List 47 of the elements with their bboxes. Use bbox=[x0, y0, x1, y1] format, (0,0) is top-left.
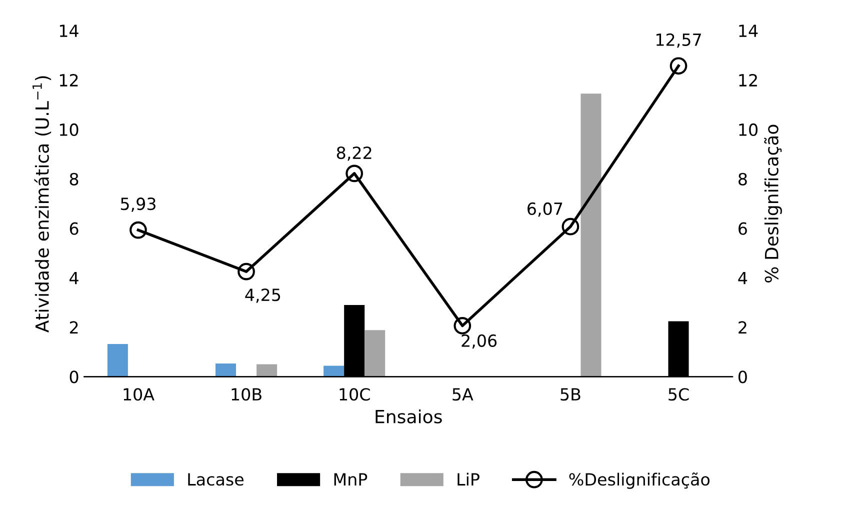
x-tick-label: 10B bbox=[232, 388, 262, 401]
point bbox=[670, 57, 688, 75]
legend-label: LiP bbox=[458, 472, 480, 486]
x-axis-title: Ensaios bbox=[376, 409, 442, 424]
x-tick-label: 10C bbox=[340, 388, 370, 401]
bar bbox=[364, 330, 386, 377]
data-label: 12,57 bbox=[656, 33, 701, 48]
data-label: 8,22 bbox=[336, 146, 372, 161]
y-tick-label: 6 bbox=[70, 222, 78, 235]
legend-label: Lacase bbox=[188, 473, 244, 486]
x-tick-label: 5A bbox=[452, 388, 474, 401]
bar bbox=[215, 364, 236, 377]
point bbox=[130, 221, 147, 239]
y2-tick-label: 10 bbox=[739, 123, 758, 136]
x-tick-label: 10A bbox=[124, 388, 154, 401]
data-label: 5,93 bbox=[120, 198, 156, 212]
point bbox=[454, 317, 472, 334]
y-tick-label: 4 bbox=[70, 272, 78, 284]
y-tick-label: 0 bbox=[70, 370, 78, 384]
y-tick-label: 8 bbox=[70, 172, 78, 186]
bar bbox=[107, 344, 128, 377]
data-label: 2,06 bbox=[462, 334, 497, 349]
data-label: 4,25 bbox=[245, 288, 280, 303]
bar bbox=[324, 366, 344, 377]
legend-label: MnP bbox=[334, 473, 368, 486]
y-tick-label: 12 bbox=[60, 74, 78, 86]
data-label: 6,07 bbox=[528, 202, 562, 217]
y-tick-label: 10 bbox=[60, 123, 78, 136]
y2-tick-label: 8 bbox=[738, 172, 747, 186]
y2-tick-label: 0 bbox=[738, 370, 747, 384]
y2-tick-label: 2 bbox=[738, 321, 746, 334]
y2-tick-label: 14 bbox=[739, 24, 758, 37]
y-tick-label: 2 bbox=[70, 321, 78, 334]
x-tick-label: 5C bbox=[668, 388, 689, 401]
legend-label: %Deslignificação bbox=[569, 472, 710, 489]
y-axis-title: Atividade enzimática (U.L$^{−1}$) bbox=[32, 76, 52, 332]
bar bbox=[256, 364, 278, 377]
point bbox=[346, 164, 364, 182]
y-tick-label: 14 bbox=[60, 24, 78, 37]
y2-tick-label: 12 bbox=[739, 74, 757, 86]
x-tick-label: 5B bbox=[560, 388, 580, 401]
y2-axis-title: % Deslignificação bbox=[764, 124, 782, 282]
bar bbox=[580, 94, 602, 377]
point bbox=[238, 262, 255, 280]
y2-tick-label: 6 bbox=[738, 222, 747, 235]
point bbox=[562, 218, 580, 236]
y2-tick-label: 4 bbox=[738, 272, 748, 284]
